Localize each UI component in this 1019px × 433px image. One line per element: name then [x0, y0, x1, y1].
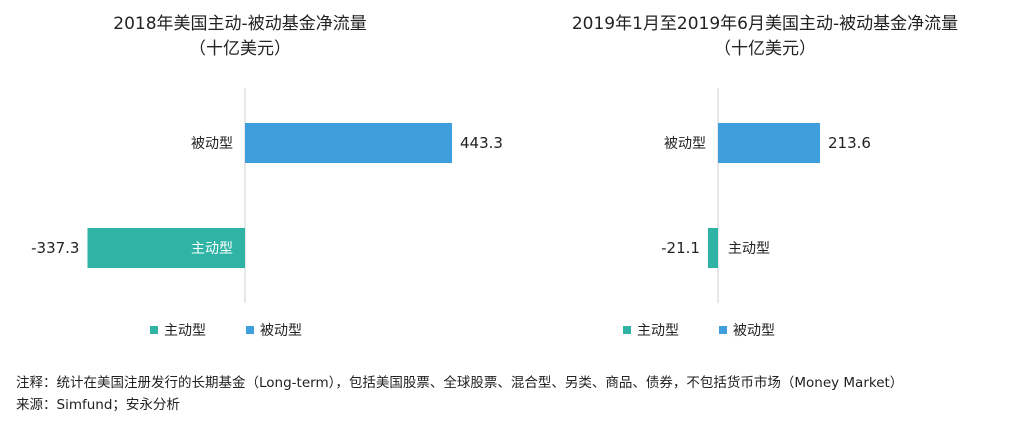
legend-label-active: 主动型	[637, 323, 679, 339]
chart-title-left: 2018年美国主动-被动基金净流量 （十亿美元）	[30, 12, 450, 62]
value-label: 213.6	[828, 134, 871, 152]
legend-swatch-active	[150, 326, 158, 334]
legend-swatch-passive	[246, 326, 254, 334]
category-label: 被动型	[191, 136, 233, 152]
legend-swatch-active	[623, 326, 631, 334]
chart-title-right-main: 2019年1月至2019年6月美国主动-被动基金净流量	[571, 14, 959, 34]
bar-active	[707, 228, 718, 268]
chart-title-right-unit: （十亿美元）	[714, 39, 816, 59]
value-label: -337.3	[31, 239, 79, 257]
legend-item-active: 主动型	[623, 320, 679, 340]
footer-source: 来源：Simfund；安永分析	[16, 397, 180, 413]
value-label: 443.3	[460, 134, 503, 152]
bar-chart-left: 被动型 443.3 主动型 -337.3	[31, 88, 503, 303]
bar-active	[87, 228, 246, 268]
chart-title-right: 2019年1月至2019年6月美国主动-被动基金净流量 （十亿美元）	[525, 12, 1005, 62]
legend-item-passive: 被动型	[246, 320, 302, 340]
legend-label-passive: 被动型	[260, 323, 302, 339]
value-label: -21.1	[661, 239, 700, 257]
bar-passive	[718, 123, 820, 163]
legend-right: 主动型 被动型	[623, 320, 775, 340]
footer-note: 注释：统计在美国注册发行的长期基金（Long-term），包括美国股票、全球股票…	[16, 375, 904, 391]
legend-item-passive: 被动型	[719, 320, 775, 340]
footer: 注释：统计在美国注册发行的长期基金（Long-term），包括美国股票、全球股票…	[16, 372, 903, 416]
bar-chart-right: 被动型 213.6 主动型 -21.1	[661, 88, 871, 303]
legend-label-passive: 被动型	[733, 323, 775, 339]
category-label: 主动型	[191, 241, 233, 257]
chart-title-left-main: 2018年美国主动-被动基金净流量	[113, 14, 367, 34]
chart-title-left-unit: （十亿美元）	[189, 39, 291, 59]
legend-swatch-passive	[719, 326, 727, 334]
legend-item-active: 主动型	[150, 320, 206, 340]
category-label: 主动型	[728, 241, 770, 257]
category-label: 被动型	[664, 136, 706, 152]
bar-passive	[245, 123, 452, 163]
legend-label-active: 主动型	[164, 323, 206, 339]
legend-left: 主动型 被动型	[150, 320, 302, 340]
